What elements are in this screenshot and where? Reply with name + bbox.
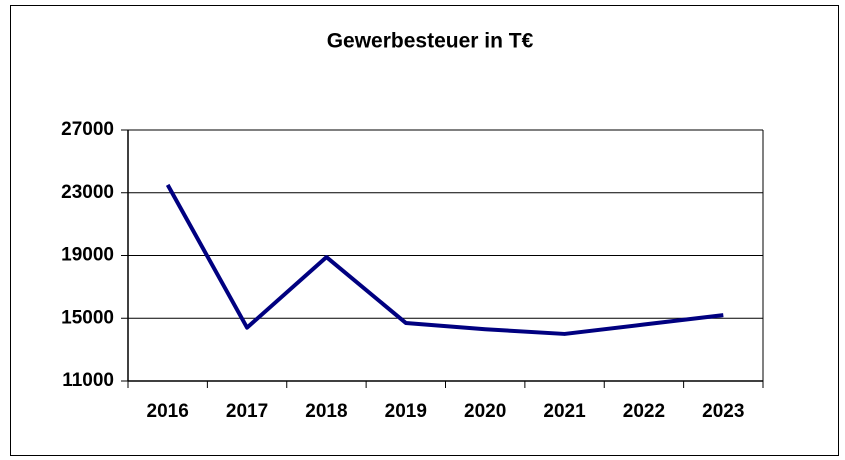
y-tick-label: 15000 [61,307,114,328]
x-tick-label: 2020 [464,401,506,422]
y-tick-label: 19000 [61,245,114,266]
x-tick-label: 2017 [226,401,268,422]
y-tick-label: 11000 [62,370,114,391]
x-tick-label: 2023 [702,401,744,422]
x-tick-label: 2021 [543,401,586,422]
x-tick-label: 2018 [305,401,347,422]
y-tick-label: 27000 [61,119,114,140]
y-tick-label: 23000 [61,182,114,203]
chart-title: Gewerbesteuer in T€ [327,30,534,53]
x-tick-label: 2019 [385,401,427,422]
x-tick-label: 2022 [623,401,665,422]
x-tick-label: 2016 [147,401,189,422]
data-line [165,183,724,336]
